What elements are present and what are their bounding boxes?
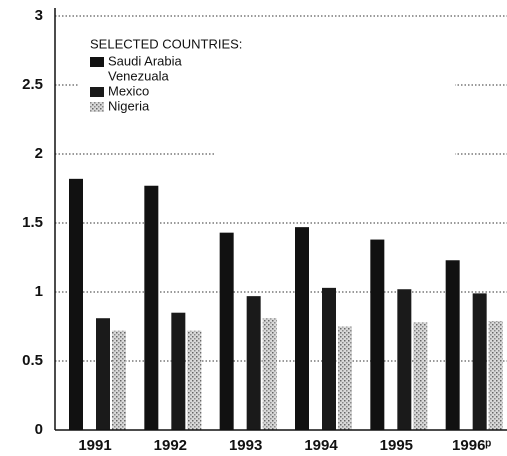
bar <box>219 232 234 430</box>
y-tick-label: 1.5 <box>22 214 43 231</box>
bar <box>295 227 309 430</box>
bar <box>262 318 277 430</box>
x-tick-label: 1991 <box>78 437 111 454</box>
bar <box>144 185 159 430</box>
y-tick-label: 0 <box>35 421 43 438</box>
legend-background <box>78 30 218 130</box>
bar <box>338 326 352 430</box>
legend-swatch <box>90 87 104 97</box>
bar <box>112 330 126 430</box>
bar <box>370 239 385 430</box>
bar <box>96 318 110 430</box>
bar <box>69 178 83 430</box>
legend-background <box>215 30 455 162</box>
legend-label: Mexico <box>108 83 149 98</box>
y-tick-label: 3 <box>35 7 43 24</box>
y-tick-label: 1 <box>35 283 43 300</box>
bar <box>171 312 186 430</box>
legend-swatch <box>90 57 104 67</box>
x-tick-label: 1994 <box>304 437 338 454</box>
bar <box>397 289 412 430</box>
legend-title: SELECTED COUNTRIES: <box>90 36 242 51</box>
bar <box>472 293 487 430</box>
y-tick-label: 2.5 <box>22 76 43 93</box>
bar <box>413 322 428 430</box>
x-tick-label: 1993 <box>229 437 262 454</box>
y-tick-label: 0.5 <box>22 352 43 369</box>
bar <box>322 287 336 430</box>
y-tick-label: 2 <box>35 145 43 162</box>
bar <box>246 296 261 430</box>
legend-label: Saudi Arabia <box>108 53 182 68</box>
x-tick-label: 1995 <box>380 437 413 454</box>
bar <box>445 260 460 430</box>
x-tick-label: 1996ᵖ <box>452 437 491 454</box>
legend-label: Venezuala <box>108 68 169 83</box>
legend-swatch <box>90 102 104 112</box>
bar <box>488 320 503 430</box>
bar <box>187 330 202 430</box>
legend-label: Nigeria <box>108 98 150 113</box>
x-tick-label: 1992 <box>154 437 187 454</box>
